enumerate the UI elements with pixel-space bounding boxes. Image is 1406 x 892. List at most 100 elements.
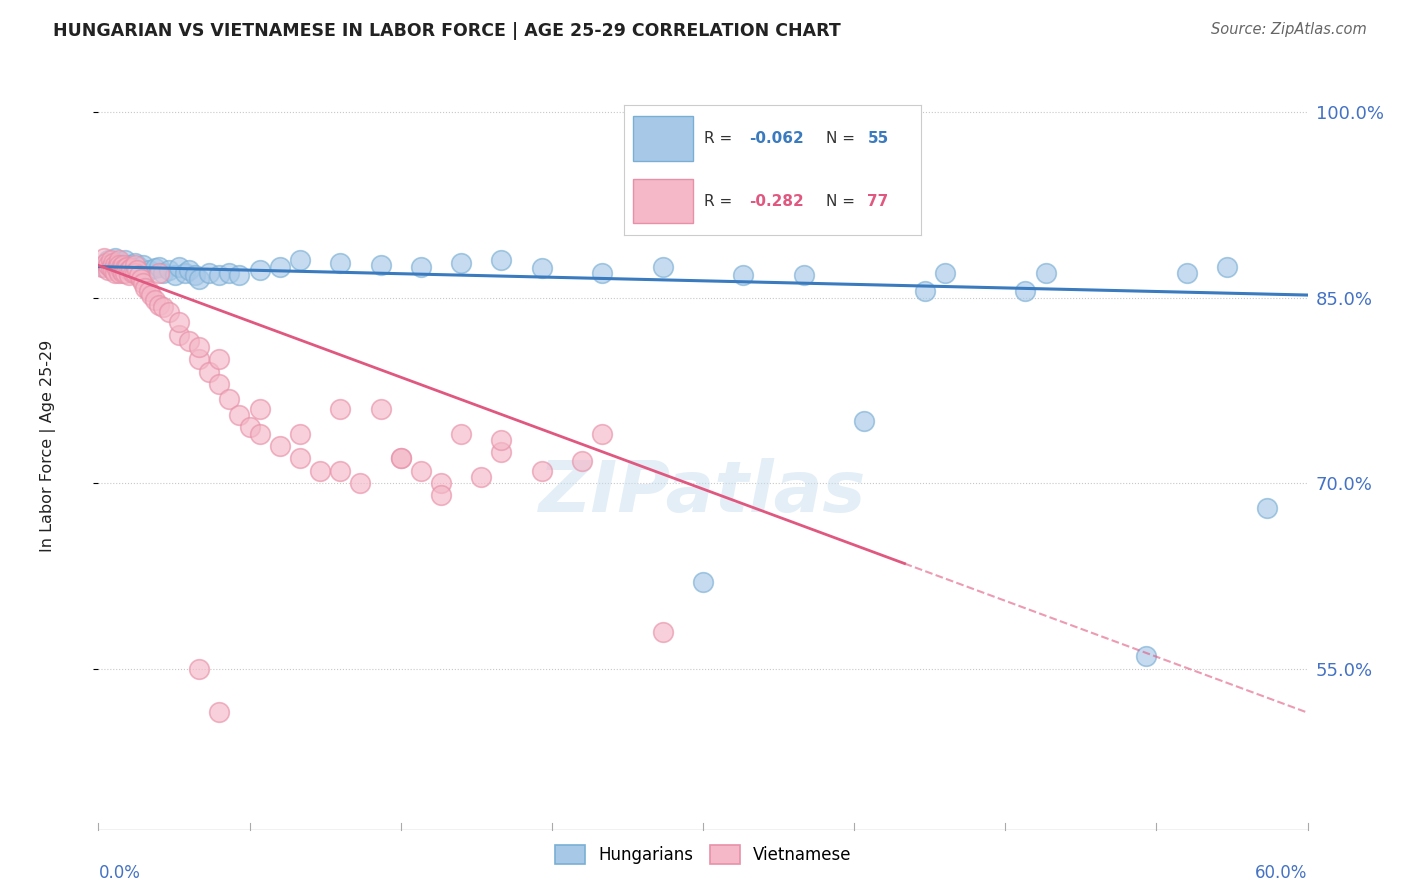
Point	[91, 260, 114, 274]
Point	[228, 268, 250, 283]
Point	[125, 263, 148, 277]
Point	[111, 266, 134, 280]
Point	[139, 288, 162, 302]
Point	[143, 293, 166, 307]
Point	[111, 258, 134, 272]
Point	[129, 272, 152, 286]
Text: In Labor Force | Age 25-29: In Labor Force | Age 25-29	[39, 340, 56, 552]
Point	[208, 268, 231, 283]
Point	[1175, 266, 1198, 280]
Point	[132, 258, 155, 272]
Point	[692, 575, 714, 590]
Point	[409, 260, 432, 274]
Point	[188, 662, 211, 676]
Point	[179, 263, 201, 277]
Point	[389, 451, 412, 466]
Point	[218, 266, 240, 280]
Point	[218, 392, 240, 406]
Point	[208, 705, 231, 719]
Point	[651, 260, 673, 274]
Point	[138, 263, 160, 277]
Point	[288, 451, 311, 466]
Point	[121, 266, 143, 280]
Point	[110, 263, 132, 277]
Text: ZIPatlas: ZIPatlas	[540, 458, 866, 526]
Point	[93, 260, 115, 274]
Point	[97, 263, 120, 277]
Point	[103, 266, 125, 280]
Point	[138, 285, 160, 299]
Point	[370, 258, 392, 272]
Point	[167, 327, 190, 342]
Point	[370, 401, 392, 416]
Point	[450, 256, 472, 270]
Point	[97, 253, 120, 268]
Point	[249, 263, 271, 277]
Point	[208, 352, 231, 367]
Point	[105, 260, 128, 275]
Point	[103, 258, 125, 272]
Point	[288, 253, 311, 268]
Point	[651, 624, 673, 639]
Point	[288, 426, 311, 441]
Point	[107, 254, 129, 268]
Text: HUNGARIAN VS VIETNAMESE IN LABOR FORCE | AGE 25-29 CORRELATION CHART: HUNGARIAN VS VIETNAMESE IN LABOR FORCE |…	[53, 22, 841, 40]
Point	[114, 253, 136, 268]
Point	[188, 272, 211, 286]
Point	[148, 298, 170, 312]
Point	[1135, 649, 1157, 664]
Point	[157, 263, 180, 277]
Point	[853, 414, 876, 428]
Point	[100, 253, 122, 268]
Point	[450, 426, 472, 441]
Point	[793, 268, 815, 283]
Point	[107, 266, 129, 280]
Point	[100, 260, 122, 275]
Point	[148, 260, 170, 274]
Point	[107, 258, 129, 272]
Point	[249, 401, 271, 416]
Legend: Hungarians, Vietnamese: Hungarians, Vietnamese	[548, 838, 858, 871]
Point	[188, 340, 211, 354]
Point	[100, 256, 122, 270]
Point	[1014, 285, 1036, 299]
Point	[124, 256, 146, 270]
Point	[491, 433, 513, 447]
Point	[103, 251, 125, 265]
Point	[329, 401, 352, 416]
Point	[269, 439, 291, 453]
Point	[167, 260, 190, 274]
Point	[132, 276, 155, 290]
Point	[115, 262, 138, 277]
Point	[269, 260, 291, 274]
Point	[239, 420, 262, 434]
Point	[93, 251, 115, 265]
Point	[228, 408, 250, 422]
Point	[530, 464, 553, 478]
Point	[179, 334, 201, 348]
Point	[118, 263, 141, 277]
Point	[118, 258, 141, 272]
Text: Source: ZipAtlas.com: Source: ZipAtlas.com	[1211, 22, 1367, 37]
Point	[134, 280, 156, 294]
Point	[101, 263, 124, 277]
Point	[110, 260, 132, 274]
Point	[934, 266, 956, 280]
Point	[309, 464, 332, 478]
Point	[157, 305, 180, 319]
Point	[167, 315, 190, 329]
Point	[110, 257, 132, 271]
Point	[97, 258, 120, 272]
Point	[530, 260, 553, 275]
Point	[115, 260, 138, 274]
Point	[389, 451, 412, 466]
Point	[101, 258, 124, 272]
Point	[249, 426, 271, 441]
Text: 0.0%: 0.0%	[98, 864, 141, 882]
Point	[188, 352, 211, 367]
Point	[349, 476, 371, 491]
Point	[114, 266, 136, 280]
Point	[329, 256, 352, 270]
Point	[329, 464, 352, 478]
Point	[591, 426, 613, 441]
